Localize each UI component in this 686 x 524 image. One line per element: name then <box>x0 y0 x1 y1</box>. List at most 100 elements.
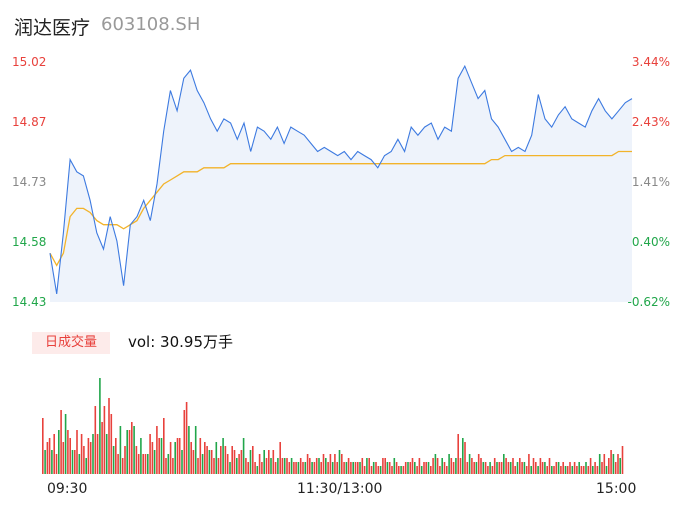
volume-bar <box>619 458 621 474</box>
volume-bar <box>434 454 437 474</box>
volume-bar <box>233 450 236 474</box>
volume-bar <box>185 402 188 474</box>
volume-bar <box>573 462 576 474</box>
volume-bar <box>206 446 208 474</box>
volume-bar <box>229 462 231 474</box>
volume-bar <box>384 458 386 474</box>
volume-bar <box>462 438 464 474</box>
volume-bar <box>427 462 430 474</box>
volume-bar <box>258 454 261 474</box>
volume-bar <box>256 466 259 474</box>
y-right-tick: -0.62% <box>627 295 670 309</box>
volume-bar <box>480 458 482 474</box>
volume-bar <box>101 422 103 474</box>
volume-bar <box>268 450 270 474</box>
volume-bar <box>112 446 115 474</box>
volume-bar <box>42 418 44 474</box>
volume-bar <box>343 462 345 474</box>
volume-bar <box>201 454 204 474</box>
volume-bar <box>197 458 199 474</box>
volume-bar <box>272 450 275 474</box>
volume-bar <box>562 462 564 474</box>
volume-bar <box>297 462 300 474</box>
volume-bar <box>142 454 144 474</box>
volume-bar <box>67 430 69 474</box>
volume-bar <box>452 462 455 474</box>
volume-bar <box>128 430 131 474</box>
volume-bar <box>74 450 76 474</box>
volume-bar <box>140 438 142 474</box>
volume-bar <box>598 454 601 474</box>
volume-bar <box>295 462 297 474</box>
volume-bar <box>331 462 334 474</box>
stock-name: 润达医疗 <box>14 17 91 39</box>
volume-bar <box>416 466 418 474</box>
volume-bar <box>144 454 147 474</box>
volume-bar <box>448 454 450 474</box>
volume-bar <box>183 410 186 474</box>
volume-label: vol: 30.95万手 <box>128 333 233 351</box>
stock-code: 603108.SH <box>101 14 201 35</box>
volume-bar <box>557 462 560 474</box>
volume-bar <box>80 434 83 474</box>
y-left-tick: 14.58 <box>12 235 47 249</box>
volume-bar <box>608 458 610 474</box>
volume-bar <box>87 438 90 474</box>
volume-bar <box>254 462 256 474</box>
volume-bar <box>589 458 592 474</box>
volume-bar <box>96 434 99 474</box>
volume-bar <box>279 442 281 474</box>
volume-bar <box>571 466 574 474</box>
volume-bar <box>375 462 377 474</box>
volume-bar <box>528 454 530 474</box>
volume-bar <box>178 438 181 474</box>
volume-bar <box>582 466 585 474</box>
volume-bar <box>491 466 494 474</box>
volume-bar <box>564 466 567 474</box>
volume-bar <box>220 446 222 474</box>
volume-bar <box>493 458 496 474</box>
y-right-tick: 0.40% <box>631 235 670 249</box>
volume-bar <box>411 458 414 474</box>
volume-bar <box>58 430 60 474</box>
y-left-tick: 14.73 <box>12 175 47 189</box>
volume-bar <box>190 442 192 474</box>
volume-bar <box>407 462 409 474</box>
volume-bar <box>174 442 176 474</box>
volume-bar <box>391 466 393 474</box>
volume-bar <box>194 426 197 474</box>
volume-bar <box>612 454 615 474</box>
volume-bar <box>357 462 359 474</box>
volume-bar <box>382 458 384 474</box>
volume-bar <box>455 458 457 474</box>
volume-bar <box>395 462 398 474</box>
volume-bar <box>94 406 97 474</box>
volume-bar <box>53 434 55 474</box>
volume-bar <box>430 466 432 474</box>
volume-bar <box>329 454 332 474</box>
volume-bar <box>553 466 555 474</box>
volume-bar <box>537 466 539 474</box>
volume-bar <box>252 446 254 474</box>
volume-bar <box>48 438 51 474</box>
volume-bar <box>245 458 247 474</box>
volume-bar <box>270 458 272 474</box>
volume-bar <box>277 458 279 474</box>
volume-bar <box>215 442 218 474</box>
volume-bar <box>368 458 370 474</box>
volume-bar <box>450 458 453 474</box>
volume-bar <box>137 454 140 474</box>
volume-bar <box>158 438 160 474</box>
y-right-tick: 1.41% <box>631 175 670 189</box>
volume-bar <box>83 446 85 474</box>
volume-bar <box>192 450 195 474</box>
volume-bar <box>471 458 473 474</box>
volume-bar <box>487 466 489 474</box>
volume-bar <box>566 466 569 474</box>
x-tick-open: 09:30 <box>47 481 88 497</box>
price-area <box>50 66 632 302</box>
volume-bar <box>135 446 138 474</box>
volume-bar <box>240 450 243 474</box>
volume-bar <box>121 458 124 474</box>
